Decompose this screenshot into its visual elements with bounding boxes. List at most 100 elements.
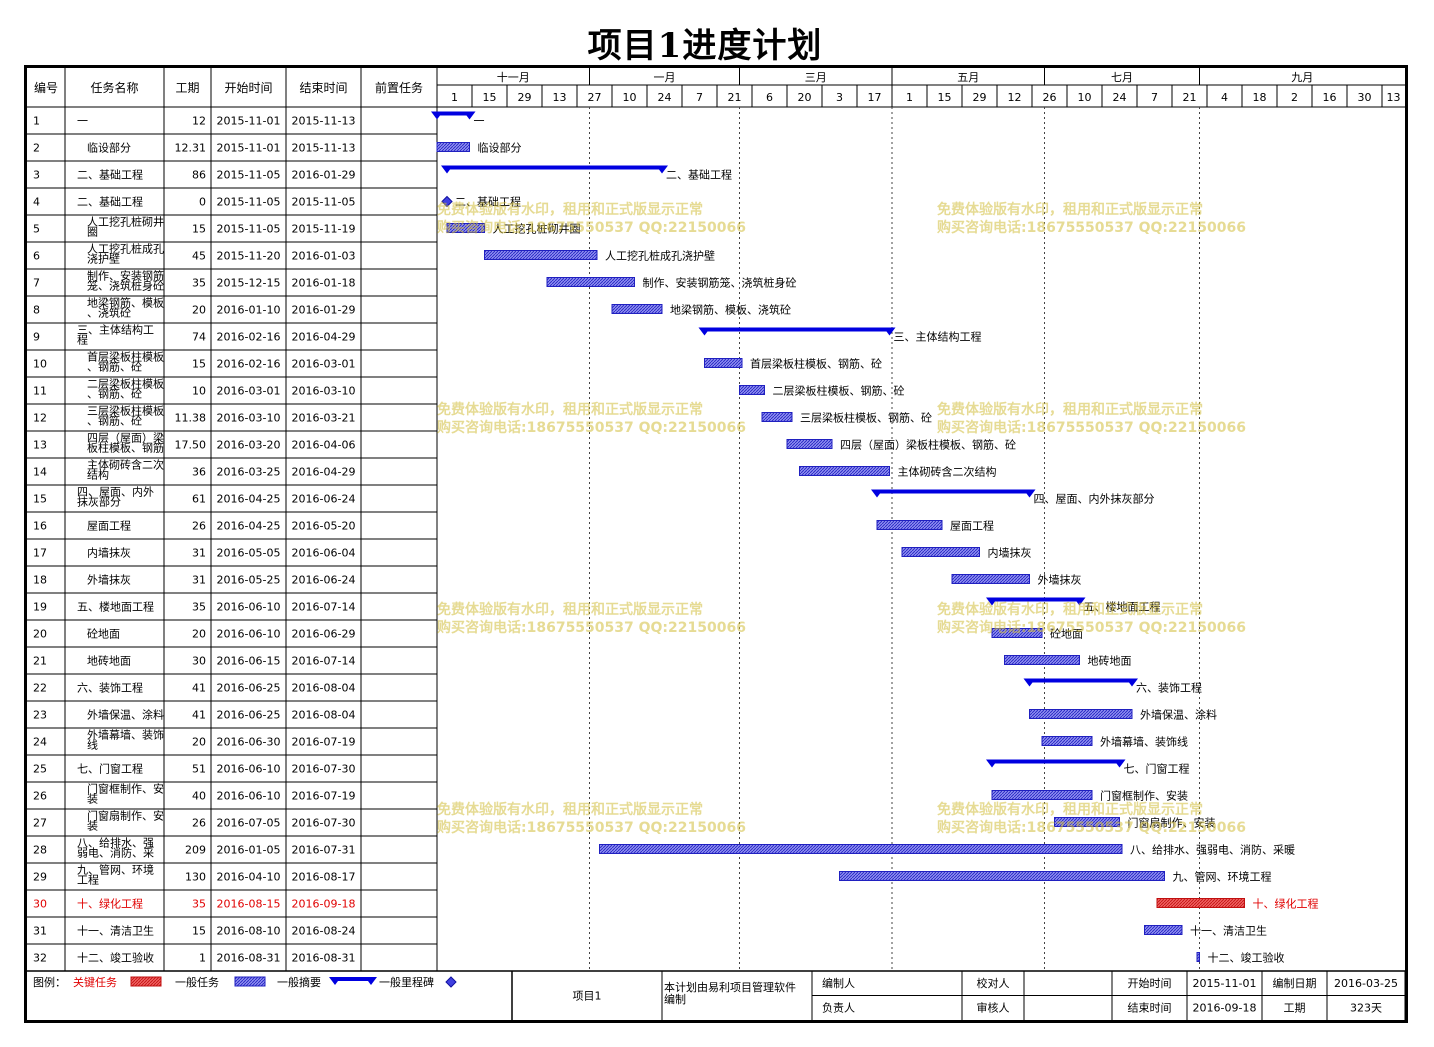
task-start: 2016-03-20 <box>217 439 281 452</box>
task-name-line2: 工程 <box>77 874 99 887</box>
task-id: 12 <box>33 412 47 425</box>
task-name-line1: 主体砌砖含二次 <box>87 458 164 472</box>
bar-label: 七、门窗工程 <box>1124 762 1190 776</box>
summary-bar[interactable] <box>992 759 1120 764</box>
summary-bar[interactable] <box>877 489 1030 494</box>
milestone-marker[interactable] <box>441 195 453 208</box>
summary-cap-start <box>698 327 711 336</box>
bar-label: 五、楼地面工程 <box>1084 600 1161 614</box>
task-start: 2016-04-25 <box>217 520 281 533</box>
task-name-line1: 九、管网、环境 <box>77 863 154 877</box>
bar-label: 九、管网、环境工程 <box>1173 870 1272 884</box>
task-end: 2016-01-29 <box>292 169 356 182</box>
task-duration: 20 <box>192 628 206 641</box>
task-name-line1: 二层梁板柱模板 <box>87 377 164 391</box>
week-tick-label: 16 <box>1323 91 1337 104</box>
task-bar[interactable] <box>739 385 765 395</box>
task-start: 2016-04-25 <box>217 493 281 506</box>
task-id: 1 <box>33 115 40 128</box>
footer-auditor-label: 审核人 <box>977 1001 1010 1015</box>
week-tick-label: 1 <box>906 91 913 104</box>
bar-label: 临设部分 <box>478 141 522 155</box>
month-label: 十一月 <box>497 70 530 84</box>
summary-cap-end <box>463 111 476 120</box>
task-duration: 15 <box>192 223 206 236</box>
bar-label: 十、绿化工程 <box>1253 897 1319 911</box>
task-bar[interactable] <box>951 574 1030 584</box>
task-bar[interactable] <box>761 412 793 422</box>
task-name-line2: 弱电、消防、采 <box>77 846 154 860</box>
month-label: 三月 <box>805 71 827 84</box>
summary-bar[interactable] <box>1029 678 1133 683</box>
summary-bar[interactable] <box>437 111 470 116</box>
summary-bar[interactable] <box>447 165 662 170</box>
bar-label: 外墙幕墙、装饰线 <box>1100 735 1188 749</box>
summary-cap-end <box>1023 489 1036 498</box>
task-bar[interactable] <box>839 871 1165 881</box>
task-bar[interactable] <box>901 547 980 557</box>
task-bar[interactable] <box>704 358 743 368</box>
legend-summary-cap <box>365 977 377 985</box>
task-bar[interactable] <box>446 223 485 233</box>
task-duration: 51 <box>192 763 206 776</box>
task-id: 14 <box>33 466 47 479</box>
task-bar[interactable] <box>599 844 1123 854</box>
task-bar[interactable] <box>436 142 470 152</box>
task-name-line2: 笼、浇筑桩身砼 <box>87 279 164 293</box>
task-end: 2016-08-17 <box>292 871 356 884</box>
week-tick-label: 12 <box>1008 91 1022 104</box>
week-tick-label: 10 <box>1078 91 1092 104</box>
summary-cap-start <box>1023 678 1036 687</box>
task-duration: 17.50 <box>175 439 207 452</box>
task-bar[interactable] <box>1196 952 1200 962</box>
task-start: 2016-06-10 <box>217 790 281 803</box>
task-bar[interactable] <box>991 628 1043 638</box>
summary-cap-end <box>883 327 896 336</box>
week-tick-label: 27 <box>588 91 602 104</box>
task-name-line2: 程 <box>77 334 88 347</box>
task-name: 三层梁板柱模板、钢筋、砼 <box>87 404 164 428</box>
footer-end-label: 结束时间 <box>1128 1002 1172 1015</box>
task-start: 2015-11-01 <box>217 115 281 128</box>
task-duration: 31 <box>192 547 206 560</box>
task-bar[interactable] <box>546 277 635 287</box>
task-name-line2: 板柱模板、钢筋 <box>87 441 164 455</box>
task-start: 2015-11-01 <box>217 142 281 155</box>
task-end: 2016-06-29 <box>292 628 356 641</box>
week-tick-label: 24 <box>1113 91 1127 104</box>
footer-project: 项目1 <box>573 990 602 1003</box>
task-id: 13 <box>33 439 47 452</box>
summary-bar[interactable] <box>992 597 1080 602</box>
task-bar[interactable] <box>611 304 663 314</box>
task-bar[interactable] <box>1029 709 1133 719</box>
task-duration: 35 <box>192 601 206 614</box>
task-bar[interactable] <box>1004 655 1080 665</box>
legend-summary-label: 一般摘要 <box>277 975 321 989</box>
summary-bar[interactable] <box>704 327 890 332</box>
task-bar[interactable] <box>1054 817 1120 827</box>
task-bar[interactable] <box>484 250 598 260</box>
bar-label: 屋面工程 <box>950 520 994 533</box>
task-bar[interactable] <box>786 439 833 449</box>
task-start: 2016-05-05 <box>217 547 281 560</box>
task-duration: 209 <box>185 844 206 857</box>
task-bar[interactable] <box>991 790 1093 800</box>
task-bar[interactable] <box>876 520 943 530</box>
footer-editor-label: 编制人 <box>822 976 855 990</box>
critical-task-bar[interactable] <box>1156 898 1245 908</box>
task-start: 2015-11-05 <box>217 223 281 236</box>
task-id: 18 <box>33 574 47 587</box>
task-name: 十一、清洁卫生 <box>77 924 154 938</box>
task-bar[interactable] <box>1144 925 1183 935</box>
task-id: 6 <box>33 250 40 263</box>
task-start: 2016-02-16 <box>217 331 281 344</box>
bar-label: 四层（屋面）梁板柱模板、钢筋、砼 <box>840 438 1016 452</box>
task-start: 2016-08-31 <box>217 952 281 965</box>
week-tick-label: 2 <box>1291 91 1298 104</box>
task-start: 2016-06-10 <box>217 763 281 776</box>
task-bar[interactable] <box>799 466 890 476</box>
legend-summary-cap <box>329 977 341 985</box>
task-end: 2016-07-14 <box>292 601 356 614</box>
task-name-line1: 制作、安装钢筋 <box>87 269 164 283</box>
task-bar[interactable] <box>1041 736 1093 746</box>
